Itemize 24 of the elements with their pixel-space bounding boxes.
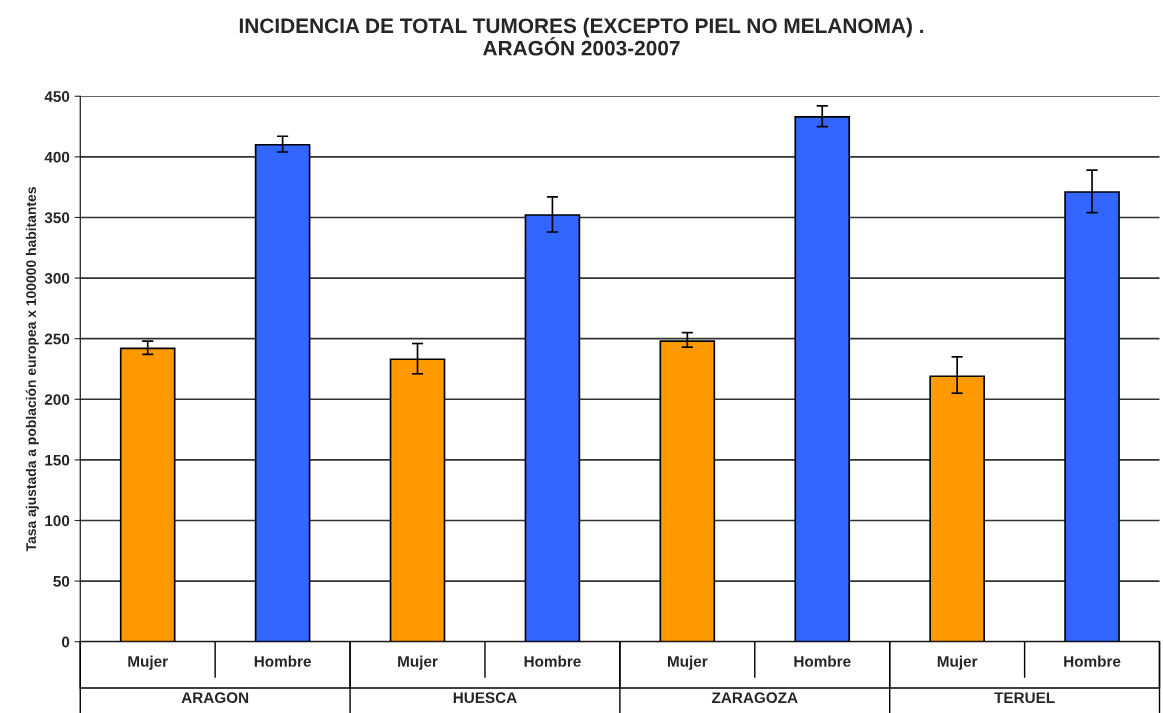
y-tick-label: 400 (44, 151, 70, 163)
x-tick-label: Mujer (128, 655, 168, 670)
y-tick-label: 0 (61, 636, 70, 648)
text: ARAGON (181, 692, 249, 704)
chart-title: INCIDENCIA DE TOTAL TUMORES (EXCEPTO PIEL NO MELANOMA) . ARAGÓN 2003-2007 (239, 17, 924, 56)
x-tick-label: Hombre (254, 655, 311, 667)
x-tick-label: Mujer (937, 655, 978, 670)
y-tick-label: 150 (45, 454, 70, 466)
y-axis-title: Tasa ajustada a población europea x 100000 habitantes (25, 187, 39, 552)
y-tick-label: 450 (44, 91, 70, 102)
y-tick-label: 250 (44, 333, 70, 345)
y-tick-label: 200 (44, 394, 70, 405)
x-tick-label: Hombre (1064, 655, 1121, 667)
text: ZARAGOZA (711, 692, 798, 704)
x-tick-label: Mujer (398, 655, 438, 670)
x-tick-label: Mujer (667, 655, 708, 670)
y-tick-label: 100 (45, 515, 70, 527)
x-tick-label: Hombre (524, 655, 581, 667)
text: HUESCA (453, 692, 517, 704)
y-tick-label: 350 (44, 212, 70, 224)
text: TERUEL (994, 692, 1055, 704)
y-tick-label: 300 (44, 272, 70, 284)
x-tick-label: Hombre (794, 655, 851, 667)
y-tick-label: 50 (53, 575, 70, 587)
